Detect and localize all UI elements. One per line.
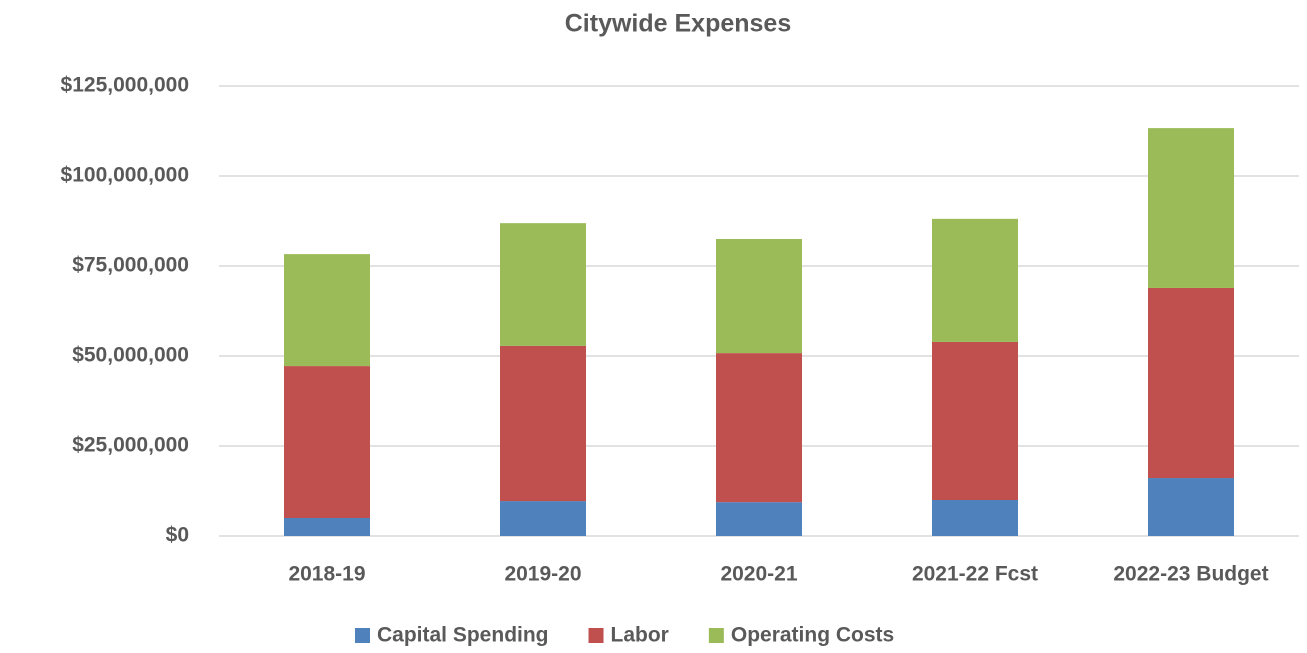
bar-segment <box>1148 128 1234 288</box>
y-tick-label: $75,000,000 <box>72 254 189 277</box>
bar-segment <box>500 501 586 536</box>
bar-segment <box>932 341 1018 500</box>
y-tick-label: $125,000,000 <box>61 74 189 97</box>
bar-segment <box>284 518 370 536</box>
legend-label: Capital Spending <box>377 624 549 647</box>
legend-swatch <box>355 628 370 643</box>
legend-label: Operating Costs <box>731 624 894 647</box>
bar-segment <box>500 223 586 346</box>
bar-segment <box>716 239 802 354</box>
x-tick-label: 2022-23 Budget <box>1113 563 1268 586</box>
y-tick-label: $0 <box>166 524 189 547</box>
bar-segment <box>1148 287 1234 479</box>
legend-swatch <box>588 628 604 643</box>
x-tick-label: 2018-19 <box>288 563 365 586</box>
bar-segment <box>284 366 370 518</box>
legend-swatch <box>708 628 724 643</box>
bar-segment <box>716 353 802 503</box>
bar-segment <box>284 254 370 367</box>
x-tick-label: 2021-22 Fcst <box>912 563 1038 586</box>
y-tick-label: $25,000,000 <box>72 434 189 457</box>
legend-label: Labor <box>611 624 669 647</box>
x-tick-label: 2019-20 <box>504 563 581 586</box>
y-tick-label: $50,000,000 <box>72 344 189 367</box>
bar-segment <box>932 500 1018 536</box>
bar-segment <box>500 345 586 502</box>
bar-segment <box>932 218 1018 342</box>
bar-segment <box>716 502 802 536</box>
bar-segment <box>1148 478 1234 536</box>
x-tick-label: 2020-21 <box>720 563 797 586</box>
y-tick-label: $100,000,000 <box>61 164 189 187</box>
chart-title: Citywide Expenses <box>565 10 791 38</box>
